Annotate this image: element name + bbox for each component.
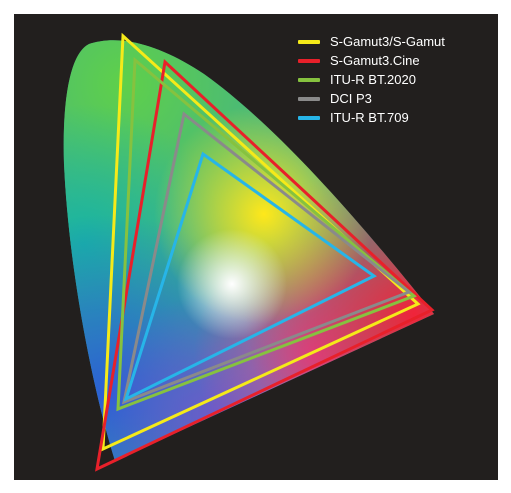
- legend-swatch: [298, 58, 320, 63]
- legend-item-itu-r-bt709: ITU-R BT.709: [298, 108, 445, 127]
- gamut-triangle-itu-r-bt2020: [116, 56, 417, 412]
- legend-label: DCI P3: [330, 91, 372, 106]
- legend-swatch: [298, 96, 320, 101]
- legend-label: S-Gamut3/S-Gamut: [330, 34, 445, 49]
- legend-label: S-Gamut3.Cine: [330, 53, 420, 68]
- legend-item-itu-r-bt2020: ITU-R BT.2020: [298, 70, 445, 89]
- legend-swatch: [298, 77, 320, 82]
- legend-swatch: [298, 39, 320, 44]
- chromaticity-diagram: S-Gamut3/S-Gamut S-Gamut3.Cine ITU-R BT.…: [14, 14, 498, 480]
- legend-item-s-gamut3: S-Gamut3/S-Gamut: [298, 32, 445, 51]
- legend-label: ITU-R BT.2020: [330, 72, 416, 87]
- legend-item-dci-p3: DCI P3: [298, 89, 445, 108]
- gamut-diagram-canvas: [63, 32, 435, 472]
- legend-label: ITU-R BT.709: [330, 110, 409, 125]
- legend-swatch: [298, 115, 320, 120]
- legend-item-s-gamut3-cine: S-Gamut3.Cine: [298, 51, 445, 70]
- gamut-triangle-s-gamut3: [101, 32, 421, 452]
- gamut-triangle-itu-r-bt709: [123, 151, 377, 402]
- legend: S-Gamut3/S-Gamut S-Gamut3.Cine ITU-R BT.…: [298, 32, 445, 127]
- gamut-triangle-dci-p3: [121, 111, 412, 405]
- gamut-triangle-s-gamut3-cine: [95, 59, 435, 472]
